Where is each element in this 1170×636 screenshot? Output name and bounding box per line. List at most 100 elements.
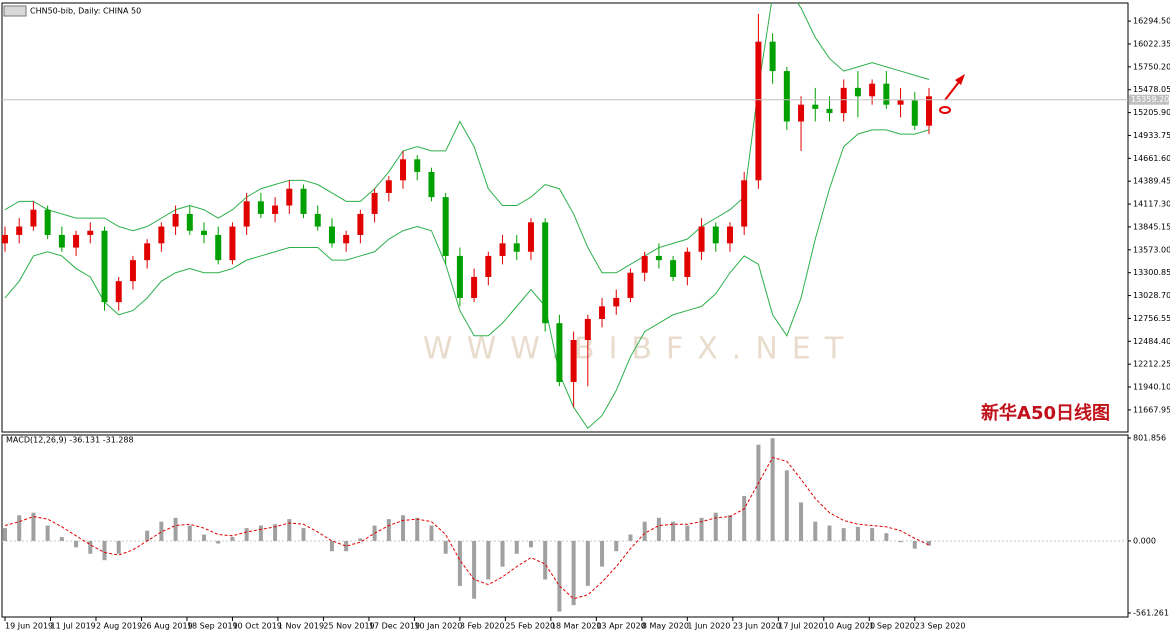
chart-title: CHN50-bib, Daily: CHINA 50 <box>30 7 141 16</box>
x-tick-label: 2 Aug 2019 <box>96 622 142 631</box>
x-tick-label: 25 Feb 2020 <box>505 622 555 631</box>
candle-body <box>30 209 37 227</box>
macd-bar <box>301 528 306 541</box>
macd-bar <box>926 540 931 546</box>
candle-body <box>144 243 151 261</box>
candle-body <box>215 234 222 261</box>
y-tick-label: 13573.00 <box>1133 245 1170 254</box>
candle-body <box>883 83 890 105</box>
candle-body <box>456 255 463 298</box>
macd-bar <box>543 540 548 580</box>
y-tick-label: 12756.55 <box>1133 314 1170 323</box>
candle-body <box>613 297 620 307</box>
x-tick-label: 17 Dec 2019 <box>369 622 420 631</box>
y-tick-label: 15205.90 <box>1133 108 1170 117</box>
candle-body <box>186 213 193 231</box>
macd-bar <box>742 496 747 541</box>
arrow-head <box>955 74 965 85</box>
candle-body <box>584 318 591 340</box>
candle-body <box>499 243 506 256</box>
y-tick-label: 13300.85 <box>1133 268 1170 277</box>
candle-body <box>328 226 335 244</box>
candle-body <box>712 226 719 244</box>
macd-bar <box>827 525 832 541</box>
candle-body <box>783 71 790 122</box>
macd-bar <box>784 470 789 541</box>
y-tick-label: 801.856 <box>1133 434 1166 443</box>
candle-body <box>627 272 634 298</box>
x-tick-label: 10 Jan 2020 <box>414 622 462 631</box>
candle-body <box>272 205 279 214</box>
macd-bar <box>841 528 846 541</box>
candle-body <box>769 41 776 72</box>
candle-body <box>911 100 918 126</box>
candle-body <box>798 104 805 122</box>
macd <box>2 438 1128 612</box>
candle-body <box>257 201 264 214</box>
macd-bar <box>116 540 121 554</box>
macd-panel <box>1 434 1129 618</box>
x-tick-label: 1 Sep 2020 <box>869 622 915 631</box>
candle-body <box>527 222 534 252</box>
macd-bar <box>571 540 576 606</box>
macd-bar <box>855 526 860 541</box>
candle-body <box>812 104 819 109</box>
macd-bar <box>17 515 22 541</box>
candle-body <box>2 234 8 244</box>
signal-line <box>4 456 930 600</box>
macd-bar <box>457 540 462 586</box>
y-tick-label: 14117.30 <box>1133 200 1170 209</box>
y-tick-label: 15750.20 <box>1133 62 1170 71</box>
macd-bar <box>258 525 263 541</box>
macd-bar <box>713 512 718 541</box>
macd-bar <box>173 517 178 541</box>
candle-body <box>670 260 677 277</box>
current-price-label: 15359.20 <box>1131 95 1169 104</box>
macd-bar <box>528 540 533 548</box>
macd-bar <box>273 524 278 541</box>
x-tick-label: 8 May 2020 <box>642 622 689 631</box>
macd-bar <box>727 515 732 541</box>
macd-title: MACD(12,26,9) -36.131 -31.288 <box>6 436 134 445</box>
macd-bar <box>770 438 775 541</box>
x-tick-label: 1 Nov 2019 <box>278 622 324 631</box>
x-tick-label: 17 Jul 2020 <box>778 622 823 631</box>
candle-body <box>840 87 847 114</box>
candle-body <box>869 83 876 97</box>
y-tick-label: 12484.40 <box>1133 337 1170 346</box>
macd-bar <box>3 528 7 541</box>
candle-body <box>158 226 165 244</box>
candles <box>2 3 932 429</box>
candle-body <box>556 323 563 382</box>
macd-bar <box>244 528 249 541</box>
x-tick-label: 19 Jun 2019 <box>5 622 53 631</box>
macd-bar <box>912 540 917 549</box>
macd-bar <box>557 540 562 612</box>
x-tick-label: 18 Sep 2019 <box>187 622 238 631</box>
macd-bar <box>386 519 391 541</box>
candle-body <box>826 108 833 114</box>
candle-body <box>684 251 691 277</box>
candle-body <box>599 306 606 319</box>
macd-bar <box>102 540 107 561</box>
macd-bar <box>500 540 505 567</box>
x-tick-label: 25 Nov 2019 <box>323 622 374 631</box>
macd-bar <box>145 530 150 541</box>
y-tick-label: 0.000 <box>1133 536 1156 545</box>
macd-bar <box>216 540 221 544</box>
x-tick-label: 26 Aug 2019 <box>141 622 192 631</box>
candle-body <box>925 96 932 126</box>
macd-bar <box>230 537 235 541</box>
candle-body <box>229 226 236 261</box>
candle-body <box>129 260 136 282</box>
x-tick-label: 3 Feb 2020 <box>460 622 505 631</box>
x-tick-label: 11 Jul 2019 <box>50 622 95 631</box>
macd-bar <box>443 540 448 554</box>
macd-bar <box>59 537 64 541</box>
candle-body <box>400 159 407 181</box>
marker-ellipse <box>939 106 951 114</box>
macd-bar <box>486 540 491 580</box>
candle-body <box>101 230 108 303</box>
macd-bar <box>344 540 349 552</box>
